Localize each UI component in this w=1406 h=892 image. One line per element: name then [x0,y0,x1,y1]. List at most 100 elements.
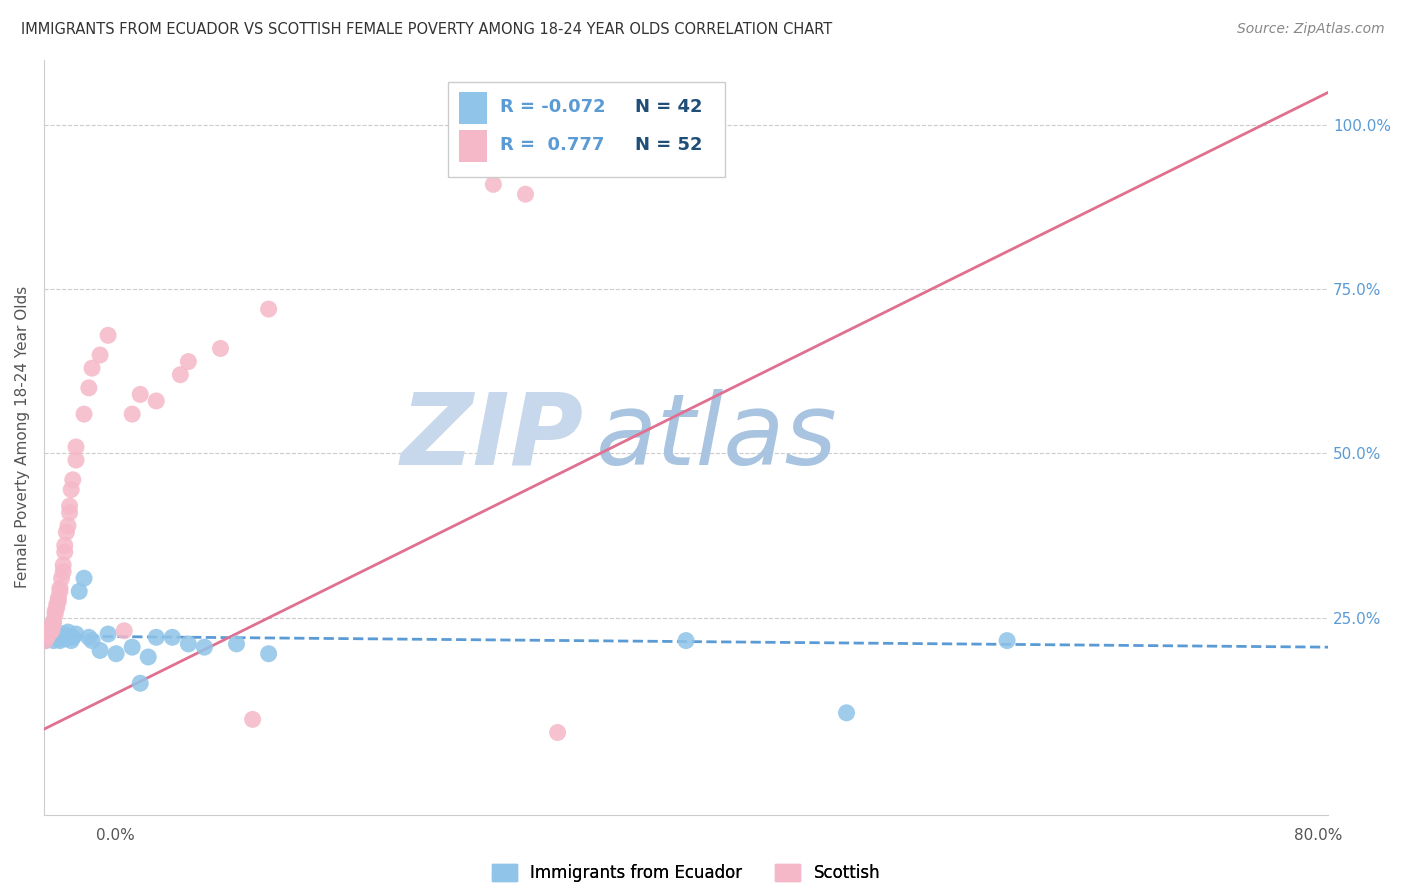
Point [38,627,60,641]
Point [46,591,69,605]
Point [45,628,67,642]
Point [52,565,75,579]
Point [52,558,75,573]
Point [52,627,75,641]
Point [65,627,87,641]
Point [45,598,67,612]
Text: N = 52: N = 52 [634,136,702,154]
Point [73,571,96,585]
Point [35,630,58,644]
FancyBboxPatch shape [458,92,486,124]
Point [145,630,167,644]
Point [41,618,63,632]
Point [225,637,247,651]
Point [58,630,80,644]
Point [129,676,152,690]
Point [38,624,60,638]
Point [44,630,66,644]
Point [42,614,65,628]
Point [97,328,120,343]
Point [56,625,79,640]
FancyBboxPatch shape [449,82,724,177]
Point [80,361,103,376]
Point [39,625,62,640]
Y-axis label: Female Poverty Among 18-24 Year Olds: Female Poverty Among 18-24 Year Olds [15,286,30,588]
Text: IMMIGRANTS FROM ECUADOR VS SCOTTISH FEMALE POVERTY AMONG 18-24 YEAR OLDS CORRELA: IMMIGRANTS FROM ECUADOR VS SCOTTISH FEMA… [21,22,832,37]
Point [77,630,100,644]
Point [169,368,191,382]
Point [49,584,72,599]
Point [41,624,63,638]
Text: R = -0.072: R = -0.072 [499,98,606,116]
Point [121,640,143,655]
Point [547,725,569,739]
Point [80,633,103,648]
Point [55,629,77,643]
Point [45,600,67,615]
Point [515,187,537,202]
Point [835,706,858,720]
Point [58,506,80,520]
Point [35,630,58,644]
Point [49,581,72,595]
Point [129,387,152,401]
Point [39,629,62,643]
Point [49,629,72,643]
Point [97,627,120,641]
Point [53,632,76,646]
Point [89,348,111,362]
Point [41,620,63,634]
Point [51,630,73,644]
Point [675,633,697,648]
Point [177,354,200,368]
Point [136,650,159,665]
Point [105,647,128,661]
Point [35,627,58,641]
Point [145,394,167,409]
Point [73,407,96,421]
Legend: Immigrants from Ecuador, Scottish: Immigrants from Ecuador, Scottish [492,863,880,881]
Point [34,633,56,648]
Point [53,545,76,559]
Point [77,381,100,395]
Point [242,712,264,726]
Point [55,525,77,540]
Text: 80.0%: 80.0% [1295,828,1343,843]
Point [46,632,69,646]
Point [34,633,56,648]
Point [39,620,62,634]
Point [38,632,60,646]
Point [44,625,66,640]
Point [89,643,111,657]
Point [58,499,80,513]
Text: 0.0%: 0.0% [96,828,135,843]
FancyBboxPatch shape [458,130,486,161]
Point [995,633,1018,648]
Text: Source: ZipAtlas.com: Source: ZipAtlas.com [1237,22,1385,37]
Point [42,630,65,644]
Point [482,178,505,192]
Point [65,453,87,467]
Point [60,483,83,497]
Point [209,342,232,356]
Point [257,647,280,661]
Point [44,607,66,622]
Point [42,617,65,632]
Point [49,633,72,648]
Point [60,633,83,648]
Point [257,301,280,316]
Point [67,584,90,599]
Point [38,627,60,641]
Point [177,637,200,651]
Point [121,407,143,421]
Point [62,473,84,487]
Point [62,630,84,644]
Point [51,571,73,585]
Point [34,629,56,643]
Point [34,625,56,640]
Point [162,630,184,644]
Text: atlas: atlas [596,389,838,485]
Point [65,440,87,454]
Point [193,640,215,655]
Point [56,518,79,533]
